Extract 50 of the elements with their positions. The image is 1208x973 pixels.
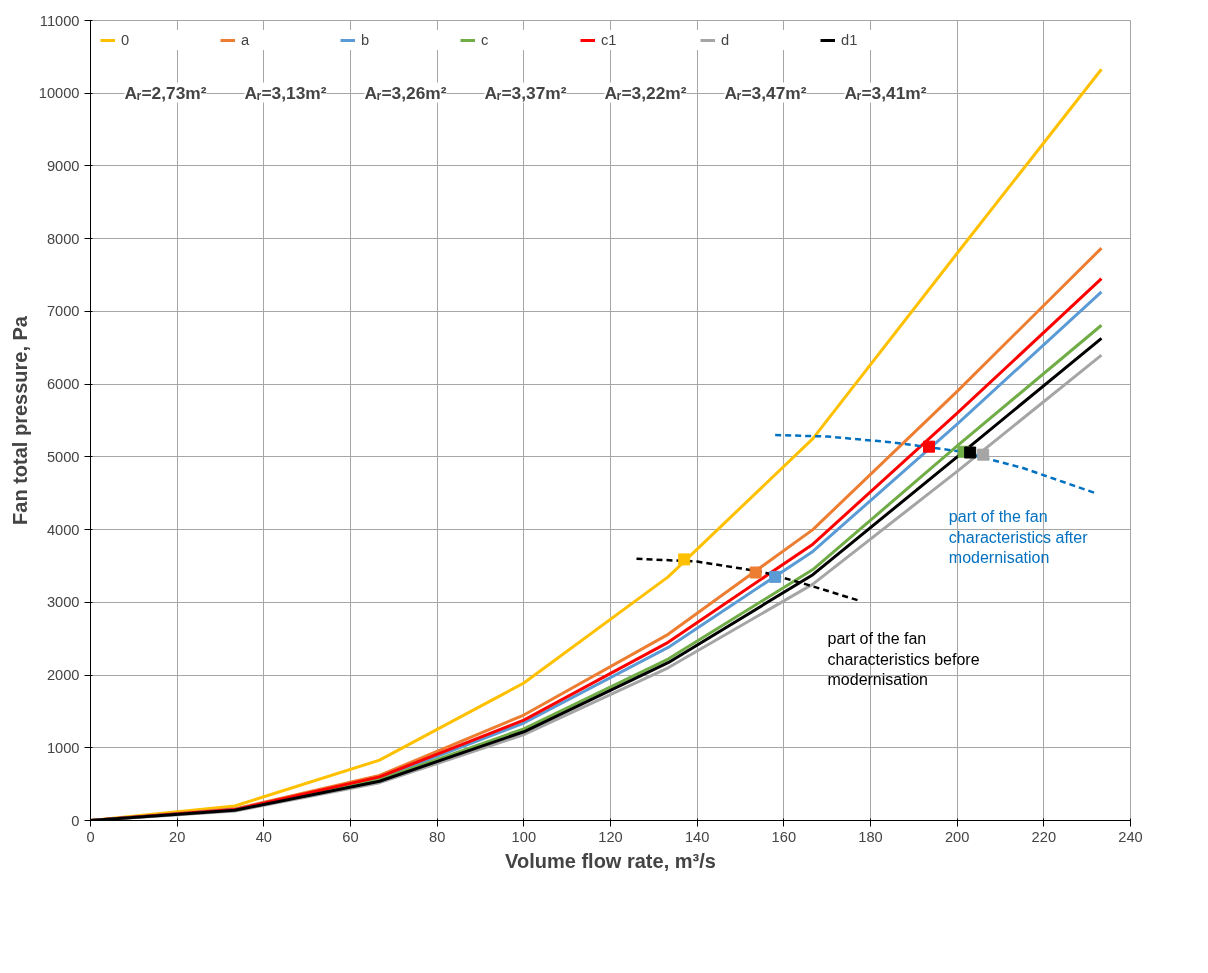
x-tick-label: 180 (858, 828, 883, 845)
legend-label: c1 (601, 32, 618, 48)
line-series (635, 557, 859, 602)
y-tick-label: 11000 (39, 12, 80, 29)
annotation: part of the fan characteristics after modernisation (948, 508, 1089, 567)
legend-label: a (241, 32, 251, 48)
x-tick-label: 20 (169, 828, 186, 845)
y-tick-label: 7000 (46, 303, 80, 320)
annotation: Aᵣ=3,13m² (244, 82, 327, 103)
y-tick-label: 1000 (46, 739, 80, 756)
y-tick-label: 9000 (46, 157, 80, 174)
legend-label: c (481, 32, 490, 48)
annotation: part of the fan characteristics before modernisation (827, 630, 980, 688)
point (977, 448, 990, 461)
annotation: Aᵣ=2,73m² (124, 82, 207, 103)
x-tick-label: 80 (429, 828, 446, 845)
x-tick-label: 0 (86, 828, 95, 845)
point (749, 566, 762, 579)
y-tick-label: 4000 (46, 521, 80, 538)
legend-label: d1 (841, 32, 859, 48)
point (923, 440, 935, 453)
annotation: Aᵣ=3,22m² (604, 82, 687, 103)
y-tick-label: 6000 (46, 376, 80, 393)
y-tick-label: 8000 (46, 230, 80, 247)
y-tick-label: 3000 (46, 594, 80, 611)
x-tick-label: 240 (1118, 828, 1143, 845)
y-axis-title: Fan total pressure, Pa (8, 315, 31, 525)
x-tick-label: 200 (944, 828, 970, 845)
point (769, 570, 782, 583)
annotation: Aᵣ=3,26m² (364, 82, 447, 103)
x-tick-label: 60 (342, 828, 359, 845)
legend-label: b (361, 32, 371, 48)
x-tick-label: 220 (1031, 828, 1057, 845)
y-tick-label: 0 (71, 812, 80, 829)
annotation: Aᵣ=3,41m² (844, 82, 927, 103)
annotation: Aᵣ=3,47m² (724, 82, 807, 103)
annotation: Aᵣ=3,37m² (484, 82, 567, 103)
y-tick-label: 5000 (46, 448, 80, 465)
y-tick-label: 10000 (38, 85, 80, 102)
x-tick-label: 40 (255, 828, 272, 845)
legend-label: 0 (121, 32, 131, 48)
point (678, 553, 691, 566)
legend-label: d (721, 32, 731, 48)
x-tick-label: 160 (771, 828, 797, 845)
point (964, 446, 977, 459)
x-tick-label: 100 (511, 828, 537, 845)
y-tick-label: 2000 (46, 667, 80, 684)
x-tick-label: 120 (598, 828, 623, 845)
x-axis-title: Volume flow rate, m³/s (505, 849, 716, 872)
x-tick-label: 140 (684, 828, 710, 845)
